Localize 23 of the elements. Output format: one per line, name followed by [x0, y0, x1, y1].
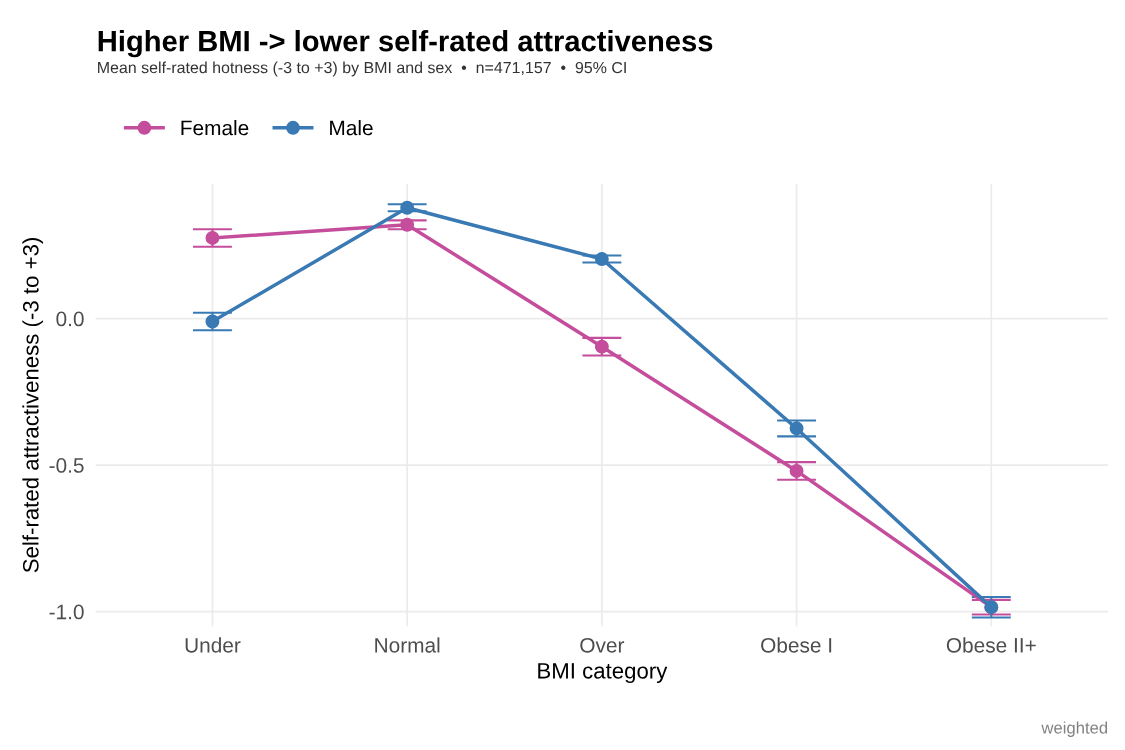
- point: [400, 200, 415, 215]
- legend-label: Female: [181, 120, 249, 136]
- legend-label: Male: [330, 120, 373, 136]
- chart-title: Higher BMI -> lower self-rated attractiveness: [98, 30, 713, 58]
- x-tick-label: Obese II+: [946, 637, 1036, 653]
- y-tick-label: -0.5: [49, 458, 84, 473]
- point: [789, 421, 804, 436]
- point: [594, 339, 609, 354]
- x-tick-label: Obese I: [761, 637, 832, 653]
- x-axis-title: BMI category: [538, 663, 668, 684]
- point: [594, 252, 609, 267]
- y-tick-label: -1.0: [49, 604, 84, 620]
- x-tick-label: Under: [185, 637, 241, 653]
- y-tick-label: 0.0: [56, 311, 84, 327]
- y-axis-title: Self-rated attractiveness (-3 to +3): [22, 238, 44, 573]
- chart-subtitle: Mean self-rated hotness (-3 to +3) by BMI and sex • n=471,157 • 95% CI: [98, 61, 626, 77]
- point: [205, 231, 220, 245]
- point: [400, 217, 415, 232]
- x-tick-label: Normal: [375, 637, 440, 653]
- text: weighted: [1041, 721, 1108, 737]
- x-tick-label: Over: [580, 637, 625, 653]
- point: [205, 314, 220, 329]
- point: [789, 463, 804, 478]
